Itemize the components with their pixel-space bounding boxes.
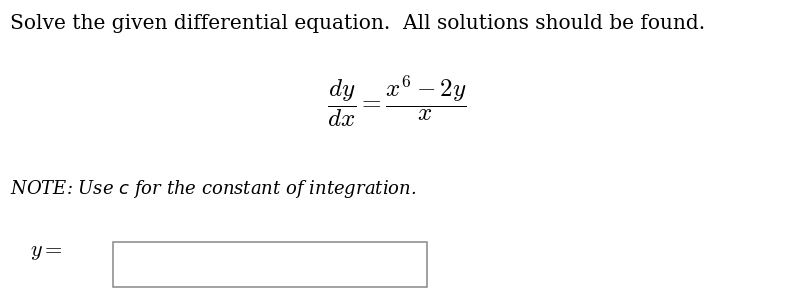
Text: NOTE: Use $c$ for the constant of integration.: NOTE: Use $c$ for the constant of integr… <box>10 178 416 200</box>
Text: $\dfrac{dy}{dx} = \dfrac{x^6 - 2y}{x}$: $\dfrac{dy}{dx} = \dfrac{x^6 - 2y}{x}$ <box>327 73 466 129</box>
Text: $y =$: $y =$ <box>30 242 63 262</box>
FancyBboxPatch shape <box>113 242 427 287</box>
Text: Solve the given differential equation.  All solutions should be found.: Solve the given differential equation. A… <box>10 14 705 33</box>
